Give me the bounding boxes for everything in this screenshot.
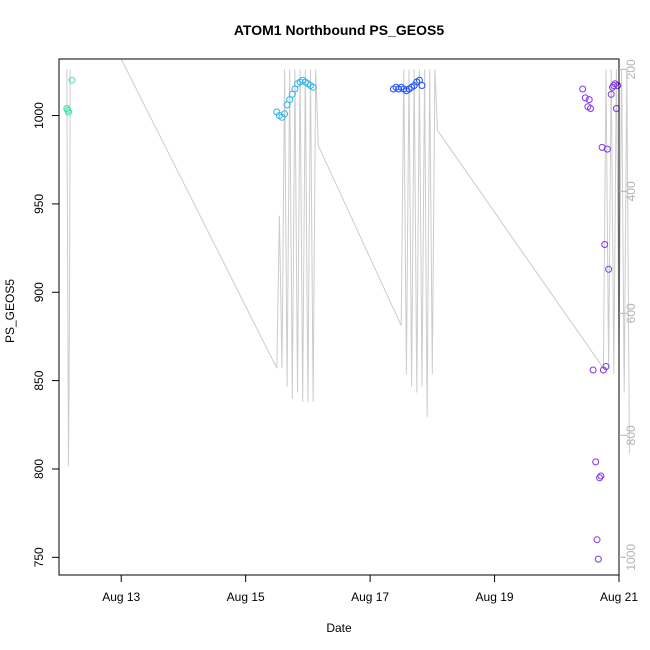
data-point	[589, 366, 597, 374]
x-axis: Aug 13 Aug 15 Aug 17 Aug 19 Aug 21	[102, 575, 638, 604]
right-tick-label: 600	[624, 303, 638, 323]
data-point	[607, 90, 615, 98]
y-tick-label: 850	[32, 370, 46, 390]
data-point	[281, 110, 289, 118]
profile-line	[120, 58, 630, 454]
x-tick-label: Aug 19	[476, 590, 514, 604]
x-axis-label: Date	[326, 621, 352, 635]
data-point	[594, 555, 602, 563]
data-point	[592, 458, 600, 466]
data-point	[597, 472, 605, 480]
x-tick-label: Aug 13	[102, 590, 140, 604]
data-point	[418, 82, 426, 89]
y-tick-label: 750	[32, 547, 46, 567]
y-tick-label: 950	[32, 194, 46, 214]
data-point	[602, 363, 610, 370]
data-point	[65, 108, 72, 116]
data-point	[585, 96, 593, 104]
data-point	[605, 265, 613, 273]
x-tick-label: Aug 17	[351, 590, 389, 604]
right-tick-label: 800	[624, 425, 638, 445]
x-tick-label: Aug 21	[600, 590, 638, 604]
chart-title: ATOM1 Northbound PS_GEOS5	[234, 22, 444, 38]
data-point	[603, 145, 611, 153]
data-point	[593, 536, 601, 544]
data-point	[587, 105, 594, 112]
y-tick-label: 1000	[32, 102, 46, 129]
y-tick-label: 900	[32, 282, 46, 302]
right-tick-label: 200	[624, 59, 638, 79]
plot-frame	[58, 58, 620, 576]
right-axis: 200 400 600 800 1000	[619, 59, 638, 571]
data-point	[309, 83, 317, 91]
data-point	[68, 76, 76, 84]
data-points	[63, 76, 622, 563]
profile-line	[66, 69, 71, 466]
data-point	[579, 85, 587, 93]
data-point	[596, 474, 604, 482]
y-axis-label: PS_GEOS5	[3, 279, 17, 343]
data-point	[581, 94, 589, 102]
data-point	[610, 82, 618, 89]
y-axis: 750 800 850 900 950 1000	[32, 102, 59, 567]
data-point	[614, 82, 622, 89]
x-tick-label: Aug 15	[227, 590, 265, 604]
profile-lines	[66, 58, 630, 466]
right-tick-label: 400	[624, 181, 638, 201]
right-tick-label: 1000	[624, 544, 638, 571]
y-tick-label: 800	[32, 459, 46, 479]
data-point	[601, 241, 609, 248]
